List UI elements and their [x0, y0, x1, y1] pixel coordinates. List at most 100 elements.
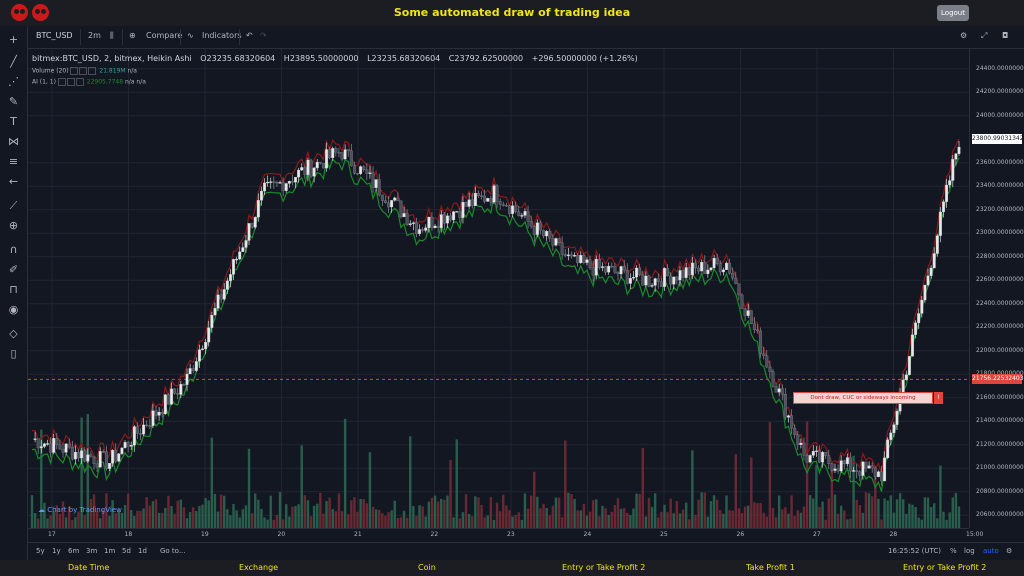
- range-5d[interactable]: 5d: [122, 547, 131, 555]
- volume-bar: [325, 501, 328, 528]
- lock-drawing-icon[interactable]: ✐: [8, 263, 19, 276]
- auto-toggle[interactable]: auto: [983, 547, 999, 555]
- volume-bar: [554, 497, 558, 528]
- candle-body: [427, 216, 431, 228]
- candle-body: [294, 177, 297, 183]
- candle-body: [570, 254, 573, 257]
- close-toggle-icon[interactable]: [88, 67, 97, 75]
- camera-icon[interactable]: ◘: [1002, 31, 1009, 40]
- volume-bar: [898, 493, 902, 528]
- price-chart[interactable]: [28, 49, 969, 528]
- close-toggle-icon[interactable]: [75, 78, 84, 86]
- range-3m[interactable]: 3m: [86, 547, 98, 555]
- range-1d[interactable]: 1d: [138, 547, 147, 555]
- volume-bar: [787, 513, 790, 528]
- candle-body: [436, 225, 440, 228]
- volume-bar: [560, 517, 564, 528]
- volume-bar: [421, 506, 424, 528]
- fib-icon[interactable]: ⋰: [8, 75, 19, 88]
- bottom-settings-icon[interactable]: ⚙: [1006, 547, 1013, 555]
- annotation-flag[interactable]: !: [934, 392, 943, 404]
- lock-icon[interactable]: ⊓: [9, 283, 18, 296]
- volume-bar: [210, 437, 214, 528]
- volume-bar: [46, 518, 49, 528]
- logout-button[interactable]: Logout: [937, 5, 969, 21]
- candle-body: [222, 289, 226, 300]
- undo-icon[interactable]: ↶: [246, 31, 253, 40]
- volume-bar: [365, 503, 369, 528]
- eye-toggle-icon[interactable]: [57, 78, 66, 86]
- eye-icon[interactable]: ◉: [8, 303, 19, 316]
- redo-icon[interactable]: ↷: [260, 31, 267, 40]
- candle-body: [461, 202, 465, 218]
- prediction-icon[interactable]: ≡: [8, 155, 19, 168]
- candle-body: [610, 265, 614, 268]
- fullscreen-icon[interactable]: ⤢: [981, 31, 988, 40]
- log-toggle[interactable]: log: [964, 547, 975, 555]
- range-1y[interactable]: 1y: [52, 547, 61, 555]
- candle-body: [210, 314, 214, 328]
- legend-title[interactable]: bitmex:BTC_USD, 2, bitmex, Heikin Ashi: [32, 54, 192, 63]
- clock-display[interactable]: 16:25:52 (UTC): [888, 547, 942, 555]
- settings-icon[interactable]: ⚙: [960, 31, 968, 40]
- candle-body: [737, 283, 741, 296]
- candle-body: [945, 184, 949, 202]
- magnet-icon[interactable]: ∩: [9, 243, 18, 256]
- candle-body: [399, 200, 403, 218]
- candle-body: [628, 278, 632, 284]
- trade-annotation[interactable]: Dont draw, CUC or sideways incoming: [793, 392, 933, 404]
- volume-bar: [790, 495, 793, 528]
- indicators-icon[interactable]: ∿: [187, 31, 194, 40]
- volume-bar: [765, 516, 768, 528]
- trendline-icon[interactable]: ╱: [10, 55, 17, 68]
- pattern-icon[interactable]: ⋈: [8, 135, 19, 148]
- volume-bar: [644, 516, 648, 528]
- text-icon[interactable]: T: [10, 115, 17, 128]
- range-6m[interactable]: 6m: [68, 547, 80, 555]
- trash-icon[interactable]: ▯: [10, 347, 17, 360]
- brush-icon[interactable]: ✎: [8, 95, 19, 108]
- volume-label[interactable]: Volume (20): [32, 67, 69, 75]
- candle-body: [585, 259, 589, 263]
- symbol-selector[interactable]: BTC_USD: [36, 31, 73, 40]
- candle-body: [942, 201, 945, 213]
- compare-icon[interactable]: ⊕: [129, 31, 136, 40]
- indicators-button[interactable]: Indicators: [202, 31, 242, 40]
- back-arrow-icon[interactable]: ←: [8, 175, 19, 188]
- volume-bar: [393, 500, 396, 528]
- zoom-icon[interactable]: ⊕: [8, 219, 19, 232]
- crosshair-icon[interactable]: +: [8, 33, 19, 46]
- volume-bar: [746, 505, 750, 528]
- volume-bar: [89, 498, 93, 528]
- volume-bar: [198, 506, 201, 528]
- price-tick-label: 22600.00000000: [976, 276, 1024, 284]
- percent-toggle[interactable]: %: [950, 547, 957, 555]
- volume-bar: [641, 447, 644, 528]
- volume-bar: [911, 504, 914, 528]
- candle-body: [790, 415, 794, 429]
- goto-button[interactable]: Go to...: [160, 547, 186, 555]
- volume-bar: [635, 493, 638, 528]
- volume-bar: [269, 495, 272, 528]
- layers-icon[interactable]: ◇: [9, 327, 18, 340]
- ai-label[interactable]: AI (1, 1): [32, 78, 56, 86]
- price-axis[interactable]: 24400.00000000 24200.00000000 24000.000000…: [969, 49, 1024, 528]
- volume-bar: [328, 497, 331, 528]
- settings-toggle-icon[interactable]: [79, 67, 88, 75]
- volume-bar: [731, 510, 734, 528]
- bar-style-icon[interactable]: ⫼: [110, 31, 114, 40]
- time-axis[interactable]: 17 18 19 20 21 22 23 24 25 26 27 28 15:00: [28, 528, 983, 543]
- candle-body: [343, 149, 347, 160]
- volume-bar: [681, 509, 685, 528]
- compare-button[interactable]: Compare: [146, 31, 183, 40]
- ruler-icon[interactable]: ⟋: [9, 199, 18, 212]
- tradingview-watermark[interactable]: ☁ Chart by TradingView: [38, 506, 122, 514]
- interval-selector[interactable]: 2m: [88, 31, 101, 40]
- eye-toggle-icon[interactable]: [70, 67, 79, 75]
- volume-bar: [99, 518, 102, 528]
- candle-body: [601, 266, 604, 268]
- settings-toggle-icon[interactable]: [66, 78, 75, 86]
- range-1m[interactable]: 1m: [104, 547, 116, 555]
- range-5y[interactable]: 5y: [36, 547, 45, 555]
- volume-bar: [650, 506, 654, 528]
